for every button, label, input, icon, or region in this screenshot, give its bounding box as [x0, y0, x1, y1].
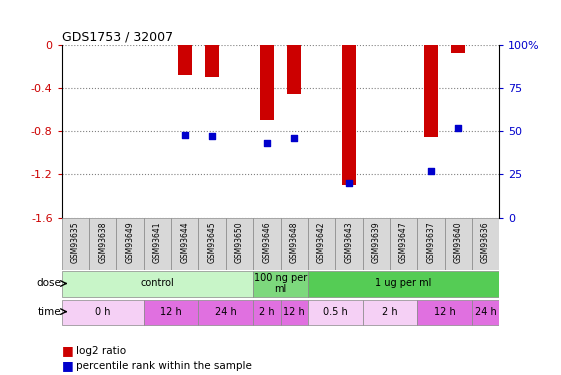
Text: GSM93648: GSM93648	[289, 222, 298, 263]
Text: 12 h: 12 h	[434, 307, 456, 316]
FancyBboxPatch shape	[308, 300, 362, 325]
Bar	[260, 45, 274, 120]
FancyBboxPatch shape	[280, 217, 308, 270]
Text: GSM93650: GSM93650	[235, 222, 244, 263]
Text: dose: dose	[37, 279, 62, 288]
FancyBboxPatch shape	[144, 300, 199, 325]
FancyBboxPatch shape	[308, 272, 499, 297]
FancyBboxPatch shape	[390, 217, 417, 270]
FancyBboxPatch shape	[62, 217, 89, 270]
FancyBboxPatch shape	[199, 217, 226, 270]
Text: ■: ■	[62, 344, 73, 357]
FancyBboxPatch shape	[472, 217, 499, 270]
Text: ■: ■	[62, 359, 73, 372]
Bar	[178, 45, 192, 75]
FancyBboxPatch shape	[417, 217, 445, 270]
Text: GSM93636: GSM93636	[481, 222, 490, 263]
Point	[263, 140, 272, 146]
Text: GSM93646: GSM93646	[263, 222, 272, 263]
Point	[426, 168, 435, 174]
FancyBboxPatch shape	[117, 217, 144, 270]
Text: GSM93639: GSM93639	[372, 222, 381, 263]
FancyBboxPatch shape	[445, 217, 472, 270]
Point	[344, 180, 353, 186]
FancyBboxPatch shape	[62, 300, 144, 325]
Text: GSM93637: GSM93637	[426, 222, 435, 263]
FancyBboxPatch shape	[362, 217, 390, 270]
Text: GSM93641: GSM93641	[153, 222, 162, 263]
FancyBboxPatch shape	[226, 217, 253, 270]
Text: 100 ng per
ml: 100 ng per ml	[254, 273, 307, 294]
FancyBboxPatch shape	[199, 300, 253, 325]
Text: 2 h: 2 h	[259, 307, 275, 316]
Text: 1 ug per ml: 1 ug per ml	[375, 279, 432, 288]
FancyBboxPatch shape	[62, 272, 253, 297]
FancyBboxPatch shape	[280, 300, 308, 325]
FancyBboxPatch shape	[253, 300, 280, 325]
Text: time: time	[38, 307, 62, 316]
Bar	[205, 45, 219, 77]
Point	[180, 132, 189, 138]
FancyBboxPatch shape	[362, 300, 417, 325]
Text: percentile rank within the sample: percentile rank within the sample	[76, 361, 252, 370]
Point	[289, 135, 298, 141]
Text: log2 ratio: log2 ratio	[76, 346, 126, 355]
Text: 12 h: 12 h	[283, 307, 305, 316]
Text: GSM93640: GSM93640	[454, 222, 463, 263]
Point	[208, 134, 217, 140]
Text: control: control	[141, 279, 174, 288]
FancyBboxPatch shape	[308, 217, 335, 270]
Text: 0 h: 0 h	[95, 307, 111, 316]
FancyBboxPatch shape	[253, 272, 308, 297]
Text: 24 h: 24 h	[215, 307, 237, 316]
Text: GSM93647: GSM93647	[399, 222, 408, 263]
FancyBboxPatch shape	[144, 217, 171, 270]
Text: GSM93643: GSM93643	[344, 222, 353, 263]
Text: GSM93635: GSM93635	[71, 222, 80, 263]
Text: GSM93638: GSM93638	[98, 222, 107, 263]
FancyBboxPatch shape	[472, 300, 499, 325]
Text: GSM93645: GSM93645	[208, 222, 217, 263]
Text: 24 h: 24 h	[475, 307, 496, 316]
FancyBboxPatch shape	[171, 217, 199, 270]
FancyBboxPatch shape	[89, 217, 117, 270]
Text: GSM93644: GSM93644	[180, 222, 189, 263]
Point	[454, 125, 463, 131]
Text: 2 h: 2 h	[382, 307, 398, 316]
FancyBboxPatch shape	[335, 217, 362, 270]
Bar	[342, 45, 356, 185]
Text: 12 h: 12 h	[160, 307, 182, 316]
Text: GSM93642: GSM93642	[317, 222, 326, 263]
FancyBboxPatch shape	[417, 300, 472, 325]
Text: GSM93649: GSM93649	[126, 222, 135, 263]
FancyBboxPatch shape	[253, 217, 280, 270]
Bar	[452, 45, 465, 53]
Text: 0.5 h: 0.5 h	[323, 307, 348, 316]
Bar	[287, 45, 301, 93]
Text: GDS1753 / 32007: GDS1753 / 32007	[62, 31, 173, 44]
Bar	[424, 45, 438, 136]
